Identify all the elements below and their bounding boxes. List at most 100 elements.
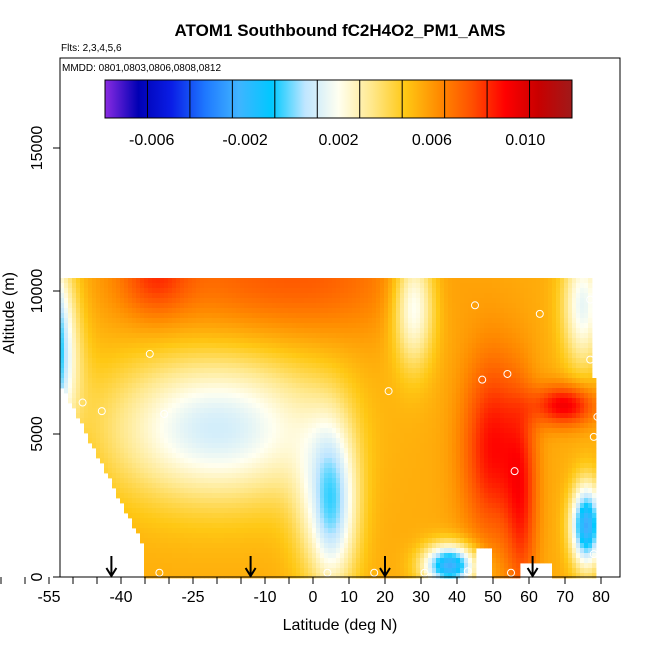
heatmap-cell bbox=[280, 333, 285, 339]
heatmap-cell bbox=[288, 453, 293, 459]
heatmap-cell bbox=[248, 333, 253, 339]
heatmap-cell bbox=[452, 298, 457, 304]
heatmap-cell bbox=[68, 368, 73, 374]
heatmap-cell bbox=[148, 393, 153, 399]
heatmap-cell bbox=[380, 433, 385, 439]
heatmap-cell bbox=[144, 333, 149, 339]
heatmap-cell bbox=[240, 373, 245, 379]
heatmap-cell bbox=[128, 293, 133, 299]
heatmap-cell bbox=[456, 328, 461, 334]
heatmap-cell bbox=[68, 278, 73, 284]
heatmap-cell bbox=[576, 463, 581, 469]
heatmap-cell bbox=[324, 323, 329, 329]
heatmap-cell bbox=[124, 463, 129, 469]
heatmap-cell bbox=[84, 363, 89, 369]
heatmap-cell bbox=[164, 358, 169, 364]
heatmap-cell bbox=[544, 448, 549, 454]
heatmap-cell bbox=[120, 298, 125, 304]
heatmap-cell bbox=[404, 423, 409, 429]
heatmap-cell bbox=[560, 303, 565, 309]
heatmap-cell bbox=[208, 343, 213, 349]
heatmap-cell bbox=[64, 388, 69, 394]
heatmap-cell bbox=[364, 443, 369, 449]
heatmap-cell bbox=[456, 423, 461, 429]
heatmap-cell bbox=[76, 363, 81, 369]
heatmap-cell bbox=[408, 408, 413, 414]
heatmap-cell bbox=[68, 363, 73, 369]
heatmap-cell bbox=[536, 448, 541, 454]
heatmap-cell bbox=[288, 278, 293, 284]
heatmap-cell bbox=[420, 448, 425, 454]
heatmap-cell bbox=[224, 443, 229, 449]
heatmap-cell bbox=[184, 313, 189, 319]
heatmap-cell bbox=[376, 398, 381, 404]
heatmap-cell bbox=[492, 398, 497, 404]
heatmap-cell bbox=[368, 448, 373, 454]
heatmap-cell bbox=[344, 378, 349, 384]
heatmap-cell bbox=[560, 423, 565, 429]
heatmap-cell bbox=[244, 353, 249, 359]
heatmap-cell bbox=[152, 383, 157, 389]
heatmap-cell bbox=[248, 433, 253, 439]
heatmap-cell bbox=[168, 348, 173, 354]
heatmap-cell bbox=[204, 308, 209, 314]
heatmap-cell bbox=[60, 343, 65, 349]
heatmap-cell bbox=[92, 443, 97, 449]
heatmap-cell bbox=[568, 293, 573, 299]
heatmap-cell bbox=[300, 288, 305, 294]
heatmap-cell bbox=[108, 378, 113, 384]
heatmap-cell bbox=[80, 298, 85, 304]
heatmap-cell bbox=[344, 283, 349, 289]
heatmap-cell bbox=[280, 308, 285, 314]
heatmap-cell bbox=[428, 343, 433, 349]
heatmap-cell bbox=[240, 418, 245, 424]
heatmap-cell bbox=[88, 298, 93, 304]
heatmap-cell bbox=[152, 293, 157, 299]
heatmap-cell bbox=[436, 388, 441, 394]
heatmap-cell bbox=[224, 433, 229, 439]
heatmap-cell bbox=[492, 438, 497, 444]
heatmap-cell bbox=[276, 368, 281, 374]
heatmap-cell bbox=[528, 458, 533, 464]
heatmap-cell bbox=[184, 323, 189, 329]
heatmap-cell bbox=[444, 283, 449, 289]
heatmap-cell bbox=[156, 418, 161, 424]
heatmap-cell bbox=[312, 448, 317, 454]
heatmap-cell bbox=[252, 428, 257, 434]
heatmap-cell bbox=[460, 393, 465, 399]
heatmap-cell bbox=[540, 278, 545, 284]
heatmap-cell bbox=[268, 298, 273, 304]
heatmap-cell bbox=[200, 448, 205, 454]
heatmap-cell bbox=[352, 423, 357, 429]
heatmap-cell bbox=[196, 393, 201, 399]
heatmap-cell bbox=[152, 303, 157, 309]
heatmap-cell bbox=[112, 443, 117, 449]
heatmap-cell bbox=[392, 323, 397, 329]
heatmap-cell bbox=[544, 428, 549, 434]
heatmap-cell bbox=[288, 373, 293, 379]
heatmap-cell bbox=[128, 328, 133, 334]
heatmap-cell bbox=[484, 448, 489, 454]
heatmap-cell bbox=[420, 403, 425, 409]
heatmap-cell bbox=[224, 378, 229, 384]
heatmap-cell bbox=[224, 388, 229, 394]
heatmap-cell bbox=[160, 468, 165, 474]
heatmap-cell bbox=[344, 438, 349, 444]
heatmap-cell bbox=[568, 458, 573, 464]
heatmap-cell bbox=[160, 463, 165, 469]
heatmap-cell bbox=[448, 428, 453, 434]
heatmap-cell bbox=[468, 343, 473, 349]
heatmap-cell bbox=[108, 458, 113, 464]
heatmap-cell bbox=[388, 383, 393, 389]
heatmap-cell bbox=[128, 283, 133, 289]
heatmap-cell bbox=[132, 318, 137, 324]
heatmap-cell bbox=[164, 393, 169, 399]
heatmap-cell bbox=[268, 433, 273, 439]
heatmap-cell bbox=[368, 353, 373, 359]
heatmap-cell bbox=[228, 438, 233, 444]
heatmap-cell bbox=[396, 328, 401, 334]
heatmap-cell bbox=[496, 433, 501, 439]
heatmap-cell bbox=[496, 378, 501, 384]
heatmap-cell bbox=[580, 363, 585, 369]
heatmap-cell bbox=[520, 398, 525, 404]
